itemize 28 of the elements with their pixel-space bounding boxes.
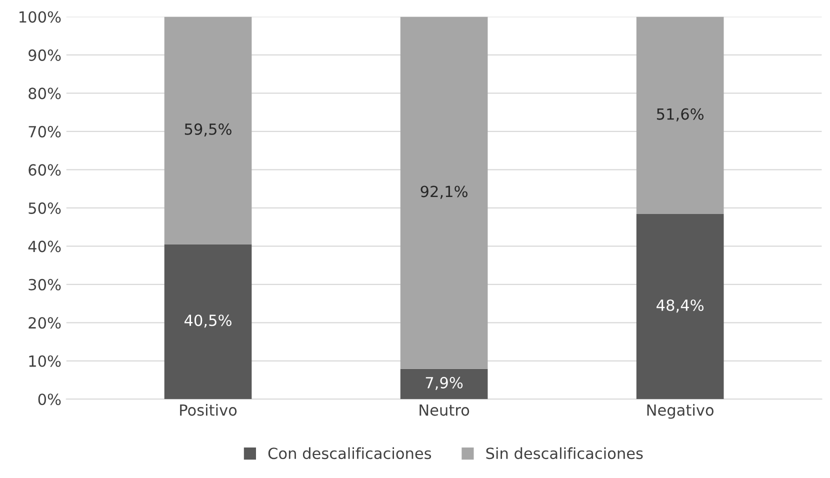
- data-label: 7,9%: [426, 376, 463, 390]
- bar: [636, 214, 724, 400]
- bar: [400, 16, 488, 369]
- data-label: 51,6%: [656, 108, 704, 122]
- bar: [164, 244, 252, 400]
- y-tick-label: 20%: [28, 317, 61, 329]
- legend-label: Sin descalificaciones: [486, 447, 643, 460]
- x-tick-label: Negativo: [647, 404, 714, 419]
- y-tick-label: 0%: [38, 394, 61, 406]
- y-tick-label: 10%: [29, 355, 61, 367]
- data-label: 92,1%: [420, 186, 468, 199]
- y-tick-label: 80%: [28, 88, 61, 100]
- bar: [400, 368, 488, 400]
- y-tick-label: 30%: [28, 278, 61, 290]
- data-label: 40,5%: [184, 314, 232, 328]
- bar: [164, 16, 252, 244]
- y-tick-label: 70%: [28, 126, 61, 138]
- y-tick-label: 60%: [28, 164, 61, 176]
- y-tick-label: 40%: [28, 240, 61, 252]
- data-label: 48,4%: [656, 299, 704, 313]
- y-tick-label: 100%: [20, 11, 61, 23]
- bar: [636, 16, 724, 214]
- x-tick-label: Neutro: [420, 404, 470, 416]
- data-label: 59,5%: [184, 123, 232, 136]
- y-tick-label: 50%: [28, 202, 61, 214]
- legend-label: Con descalificaciones: [268, 447, 432, 460]
- x-tick-label: Positivo: [180, 404, 237, 416]
- y-tick-label: 90%: [28, 49, 61, 61]
